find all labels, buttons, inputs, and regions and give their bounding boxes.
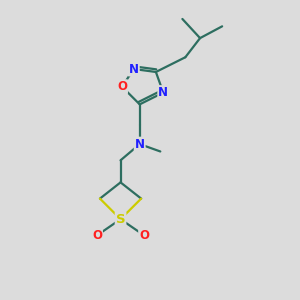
Text: N: N: [158, 86, 168, 99]
Text: O: O: [139, 229, 149, 242]
Text: N: N: [129, 62, 139, 76]
Text: N: N: [135, 138, 145, 151]
Text: S: S: [116, 213, 125, 226]
Text: O: O: [92, 229, 102, 242]
Text: O: O: [117, 80, 127, 93]
